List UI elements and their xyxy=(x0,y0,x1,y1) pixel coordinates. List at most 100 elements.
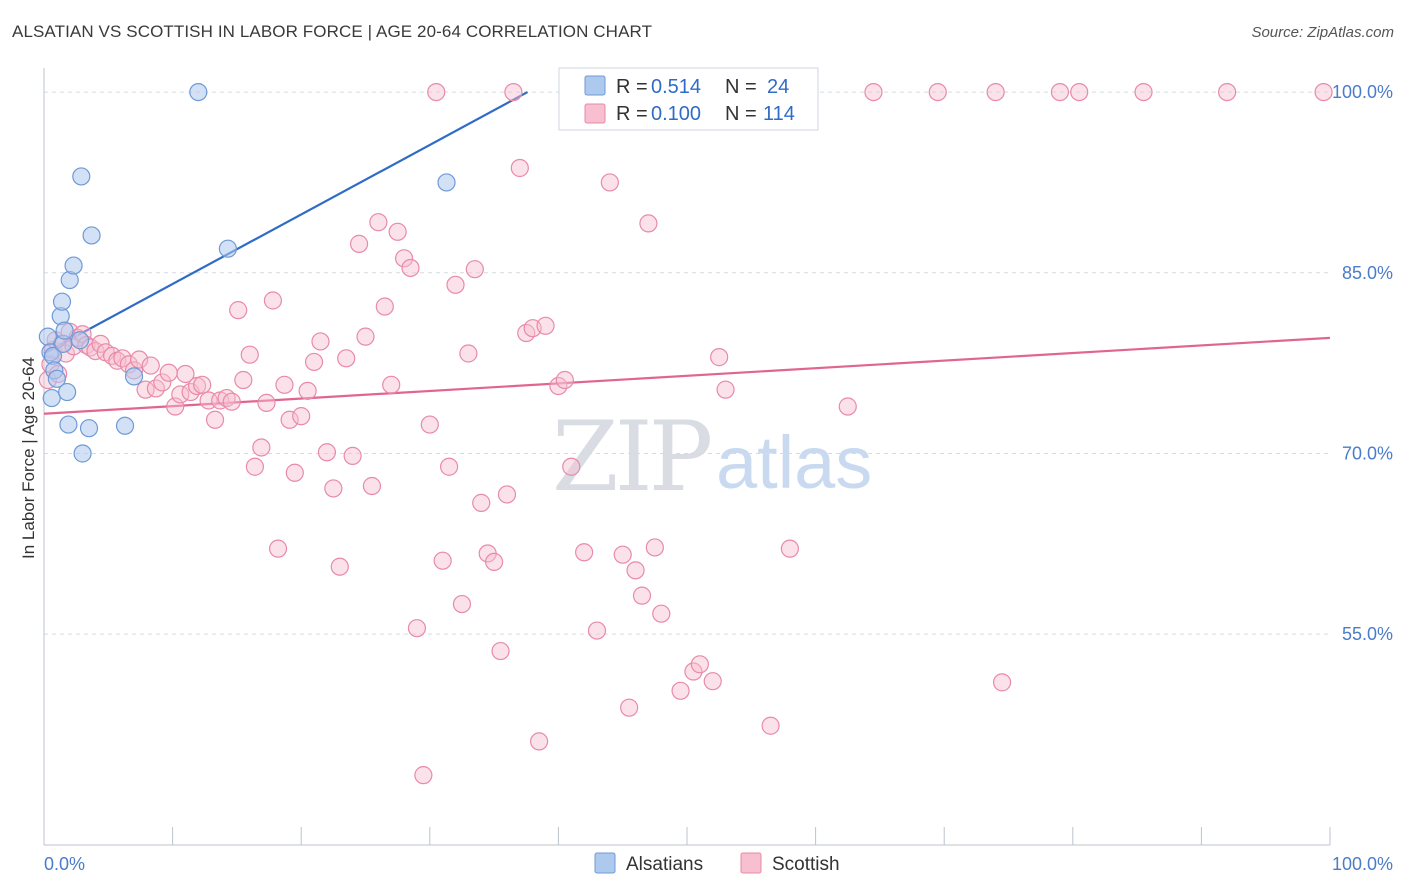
point-scottish xyxy=(639,214,658,233)
point-scottish xyxy=(928,82,947,102)
x-tick-labels: 0.0% 100.0% xyxy=(44,854,1393,874)
bottom-legend: Alsatians Scottish xyxy=(594,852,840,875)
point-scottish xyxy=(130,350,149,369)
point-scottish xyxy=(257,393,276,412)
bottom-legend-swatch-scottish xyxy=(740,852,762,874)
point-scottish xyxy=(645,538,664,557)
point-alsatians xyxy=(79,419,99,438)
point-scottish xyxy=(240,345,259,364)
point-scottish xyxy=(536,316,555,335)
point-scottish xyxy=(986,82,1005,102)
point-alsatians xyxy=(218,239,237,258)
bottom-legend-label-alsatians: Alsatians xyxy=(626,854,703,875)
point-alsatians xyxy=(70,331,90,350)
y-tick-label-70: 70.0% xyxy=(1342,443,1393,463)
trendline-alsatians xyxy=(43,91,529,355)
point-scottish xyxy=(166,397,185,416)
point-scottish xyxy=(311,332,330,351)
point-scottish xyxy=(472,493,491,512)
point-scottish xyxy=(275,375,294,394)
x-tick-label-max: 100.0% xyxy=(1332,854,1393,874)
point-scottish xyxy=(304,352,324,372)
point-scottish xyxy=(268,539,288,558)
point-scottish xyxy=(1134,82,1153,102)
point-scottish xyxy=(992,673,1012,692)
point-scottish xyxy=(761,716,780,735)
point-scottish xyxy=(710,348,729,367)
point-scottish xyxy=(530,732,549,751)
point-alsatians xyxy=(47,369,66,388)
point-alsatians xyxy=(55,321,74,340)
point-scottish xyxy=(205,410,225,429)
point-scottish xyxy=(491,641,510,661)
legend-swatch-scottish xyxy=(584,103,606,124)
point-scottish xyxy=(459,344,478,363)
point-scottish xyxy=(222,392,241,411)
point-scottish xyxy=(864,82,883,102)
legend-r-label-alsatians: R = xyxy=(616,76,648,98)
point-scottish xyxy=(285,463,304,482)
watermark: ZIP atlas xyxy=(552,401,872,513)
point-scottish xyxy=(838,397,857,416)
point-scottish xyxy=(600,173,619,192)
point-scottish xyxy=(292,407,311,426)
point-scottish xyxy=(1314,82,1333,102)
point-scottish xyxy=(375,297,394,316)
point-scottish xyxy=(465,260,484,279)
axes xyxy=(43,68,1331,846)
legend-n-value-alsatians: 24 xyxy=(767,76,789,98)
point-scottish xyxy=(337,349,356,368)
point-scottish xyxy=(330,557,349,576)
point-scottish xyxy=(433,551,452,570)
point-scottish xyxy=(1050,82,1070,102)
point-scottish xyxy=(349,234,369,253)
legend-r-value-scottish: 0.100 xyxy=(651,103,701,125)
point-scottish xyxy=(356,327,375,346)
point-alsatians xyxy=(42,388,61,408)
point-scottish xyxy=(263,291,283,310)
point-alsatians xyxy=(52,292,72,311)
point-scottish xyxy=(280,410,299,429)
data-points xyxy=(38,82,1333,785)
point-alsatians xyxy=(82,226,101,245)
bottom-legend-swatch-alsatians xyxy=(594,852,616,874)
point-scottish xyxy=(703,672,722,691)
point-scottish xyxy=(575,543,594,562)
point-scottish xyxy=(141,356,160,375)
point-scottish xyxy=(446,275,465,294)
point-scottish xyxy=(716,380,735,399)
watermark-atlas: atlas xyxy=(716,421,872,504)
point-scottish xyxy=(245,457,265,476)
point-scottish xyxy=(362,476,382,496)
point-scottish xyxy=(153,373,172,392)
x-tick-label-min: 0.0% xyxy=(44,854,85,874)
point-scottish xyxy=(159,363,178,382)
point-scottish xyxy=(1070,82,1089,102)
point-scottish xyxy=(1218,82,1237,102)
point-scottish xyxy=(394,249,414,268)
trend-lines xyxy=(43,91,1331,415)
point-scottish xyxy=(176,364,195,384)
point-scottish xyxy=(452,594,472,614)
legend-n-label-scottish: N = xyxy=(725,103,757,125)
point-scottish xyxy=(620,698,639,717)
y-axis-title: In Labor Force | Age 20-64 xyxy=(19,357,38,559)
point-scottish xyxy=(510,158,529,178)
point-alsatians xyxy=(58,382,77,402)
point-alsatians xyxy=(64,256,83,275)
point-scottish xyxy=(485,552,504,572)
point-alsatians xyxy=(59,415,78,434)
point-scottish xyxy=(229,301,248,320)
point-scottish xyxy=(504,82,523,102)
y-tick-label-55: 55.0% xyxy=(1342,624,1393,644)
point-scottish xyxy=(652,604,671,623)
point-scottish xyxy=(555,370,574,390)
point-alsatians xyxy=(38,327,57,346)
point-alsatians xyxy=(189,82,208,102)
point-scottish xyxy=(193,375,212,394)
point-scottish xyxy=(382,375,401,394)
chart-title: ALSATIAN VS SCOTTISH IN LABOR FORCE | AG… xyxy=(12,22,653,41)
point-scottish xyxy=(252,438,271,457)
y-tick-label-85: 85.0% xyxy=(1342,263,1393,283)
